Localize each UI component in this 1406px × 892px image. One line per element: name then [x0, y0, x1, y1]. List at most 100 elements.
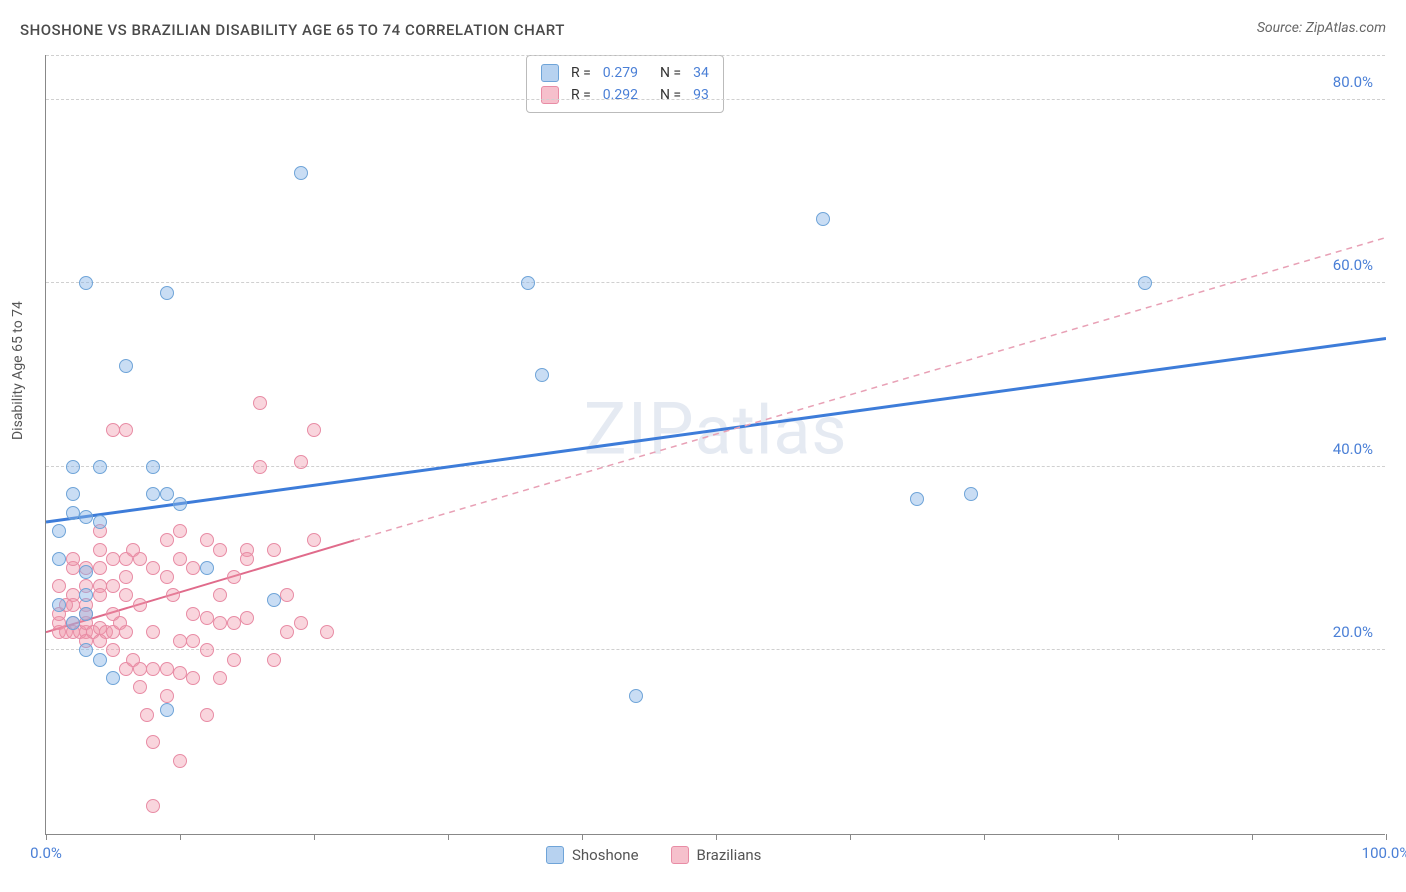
y-tick-label: 20.0%	[1333, 623, 1373, 641]
legend-stats: R = 0.279 N = 34 R = 0.292 N = 93	[526, 55, 724, 113]
data-point	[79, 607, 93, 621]
data-point	[146, 662, 160, 676]
x-tick-label: 0.0%	[30, 844, 62, 862]
data-point	[79, 510, 93, 524]
legend-stats-row: R = 0.292 N = 93	[541, 84, 709, 106]
data-point	[173, 754, 187, 768]
data-point	[52, 579, 66, 593]
data-point	[294, 616, 308, 630]
x-tick-mark	[180, 834, 181, 840]
y-tick-label: 40.0%	[1333, 440, 1373, 458]
data-point	[160, 662, 174, 676]
data-point	[173, 552, 187, 566]
data-point	[66, 506, 80, 520]
data-point	[267, 653, 281, 667]
data-point	[160, 533, 174, 547]
x-tick-label: 100.0%	[1362, 844, 1406, 862]
data-point	[79, 276, 93, 290]
data-point	[79, 588, 93, 602]
data-point	[816, 212, 830, 226]
scatter-plot: ZIPatlas R = 0.279 N = 34 R = 0.292 N = …	[45, 55, 1385, 835]
legend-label: Shoshone	[572, 846, 639, 864]
data-point	[93, 653, 107, 667]
data-point	[133, 598, 147, 612]
data-point	[227, 616, 241, 630]
data-point	[160, 689, 174, 703]
chart-title: SHOSHONE VS BRAZILIAN DISABILITY AGE 65 …	[20, 21, 565, 39]
data-point	[964, 487, 978, 501]
data-point	[119, 588, 133, 602]
data-point	[52, 524, 66, 538]
x-tick-mark	[850, 834, 851, 840]
legend-n-label: N =	[660, 65, 681, 81]
x-tick-mark	[984, 834, 985, 840]
x-tick-mark	[448, 834, 449, 840]
swatch-icon	[671, 846, 689, 864]
data-point	[173, 524, 187, 538]
data-point	[213, 671, 227, 685]
data-point	[52, 552, 66, 566]
data-point	[521, 276, 535, 290]
data-point	[294, 455, 308, 469]
data-point	[1138, 276, 1152, 290]
gridline	[46, 649, 1385, 650]
legend-r-label: R =	[571, 65, 591, 81]
data-point	[186, 671, 200, 685]
data-point	[106, 579, 120, 593]
data-point	[106, 552, 120, 566]
legend-item: Brazilians	[671, 846, 762, 864]
watermark: ZIPatlas	[584, 386, 848, 471]
swatch-icon	[546, 846, 564, 864]
data-point	[119, 570, 133, 584]
gridline	[46, 99, 1385, 100]
y-tick-label: 80.0%	[1333, 73, 1373, 91]
data-point	[173, 497, 187, 511]
data-point	[280, 625, 294, 639]
x-tick-mark	[46, 834, 47, 840]
legend-item: Shoshone	[546, 846, 639, 864]
data-point	[106, 423, 120, 437]
x-tick-mark	[1118, 834, 1119, 840]
data-point	[106, 671, 120, 685]
data-point	[186, 607, 200, 621]
trend-lines	[46, 54, 1386, 834]
data-point	[253, 396, 267, 410]
data-point	[535, 368, 549, 382]
legend-n-value: 34	[693, 65, 709, 81]
data-point	[66, 487, 80, 501]
data-point	[93, 515, 107, 529]
data-point	[79, 565, 93, 579]
data-point	[146, 625, 160, 639]
data-point	[200, 533, 214, 547]
x-tick-mark	[716, 834, 717, 840]
data-point	[227, 653, 241, 667]
data-point	[910, 492, 924, 506]
x-tick-mark	[1252, 834, 1253, 840]
data-point	[294, 166, 308, 180]
data-point	[93, 460, 107, 474]
data-point	[93, 588, 107, 602]
data-point	[146, 735, 160, 749]
legend-r-value: 0.279	[603, 65, 638, 81]
data-point	[200, 643, 214, 657]
data-point	[93, 561, 107, 575]
data-point	[160, 286, 174, 300]
legend-n-value: 93	[693, 87, 709, 103]
data-point	[200, 708, 214, 722]
legend-stats-row: R = 0.279 N = 34	[541, 62, 709, 84]
data-point	[119, 625, 133, 639]
data-point	[106, 643, 120, 657]
data-point	[146, 799, 160, 813]
data-point	[146, 487, 160, 501]
data-point	[140, 708, 154, 722]
data-point	[133, 552, 147, 566]
data-point	[186, 561, 200, 575]
data-point	[213, 616, 227, 630]
legend-r-value: 0.292	[603, 87, 638, 103]
data-point	[267, 543, 281, 557]
data-point	[146, 561, 160, 575]
data-point	[66, 616, 80, 630]
data-point	[66, 552, 80, 566]
swatch-icon	[541, 86, 559, 104]
data-point	[160, 703, 174, 717]
